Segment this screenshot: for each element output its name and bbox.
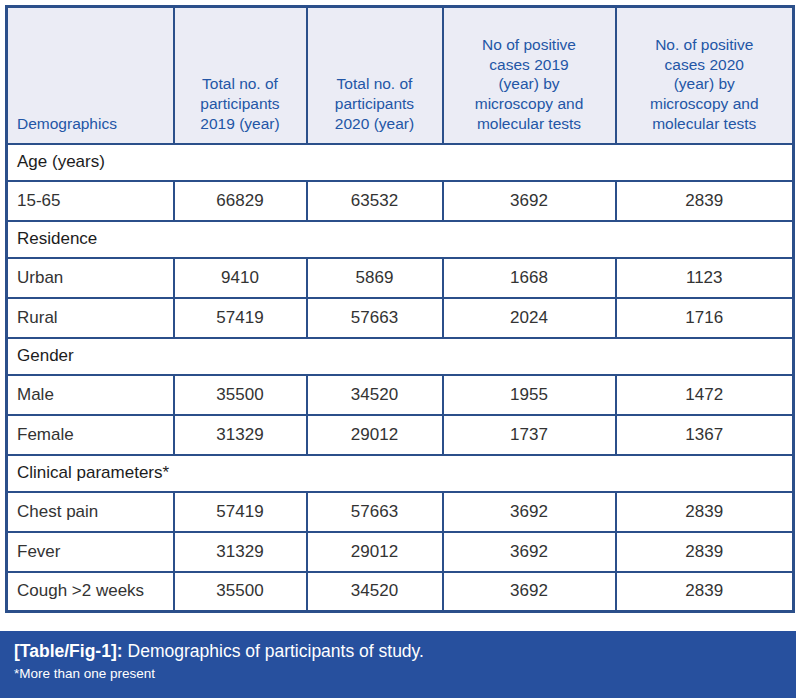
cell-value: 5869: [307, 258, 443, 298]
cell-value: 9410: [174, 258, 307, 298]
cell-value: 3692: [443, 181, 616, 221]
cell-value: 34520: [307, 572, 443, 612]
row-label: Urban: [7, 258, 174, 298]
figure-tag: [Table/Fig-1]:: [14, 641, 123, 661]
header-row: DemographicsTotal no. ofparticipants2019…: [7, 7, 794, 144]
cell-value: 3692: [443, 492, 616, 532]
row-label: 15-65: [7, 181, 174, 221]
cell-value: 2839: [616, 492, 794, 532]
row-label: Cough >2 weeks: [7, 572, 174, 612]
cell-value: 57419: [174, 492, 307, 532]
section-title: Age (years): [7, 144, 794, 181]
table-row: Chest pain574195766336922839: [7, 492, 794, 532]
caption-footnote: *More than one present: [14, 666, 782, 682]
section-row: Gender: [7, 338, 794, 375]
cell-value: 2839: [616, 532, 794, 572]
table-caption: [Table/Fig-1]:Demographics of participan…: [0, 631, 796, 698]
table-row: Female313292901217371367: [7, 415, 794, 455]
row-label: Male: [7, 375, 174, 415]
cell-value: 3692: [443, 572, 616, 612]
table-row: Fever313292901236922839: [7, 532, 794, 572]
cell-value: 31329: [174, 532, 307, 572]
cell-value: 1716: [616, 298, 794, 338]
header-cell-demographics: Demographics: [7, 7, 174, 144]
table-row: 15-65668296353236922839: [7, 181, 794, 221]
cell-value: 66829: [174, 181, 307, 221]
section-row: Age (years): [7, 144, 794, 181]
table-figure: DemographicsTotal no. ofparticipants2019…: [0, 0, 796, 698]
cell-value: 2024: [443, 298, 616, 338]
row-label: Chest pain: [7, 492, 174, 532]
table-row: Male355003452019551472: [7, 375, 794, 415]
row-label: Fever: [7, 532, 174, 572]
cell-value: 1668: [443, 258, 616, 298]
section-title: Clinical parameters*: [7, 455, 794, 492]
cell-value: 57419: [174, 298, 307, 338]
section-row: Residence: [7, 221, 794, 258]
section-row: Clinical parameters*: [7, 455, 794, 492]
header-cell-positive-cases-2019: No of positivecases 2019(year) bymicrosc…: [443, 7, 616, 144]
table-row: Cough >2 weeks355003452036922839: [7, 572, 794, 612]
cell-value: 2839: [616, 181, 794, 221]
cell-value: 57663: [307, 492, 443, 532]
row-label: Rural: [7, 298, 174, 338]
cell-value: 29012: [307, 415, 443, 455]
table-row: Urban9410586916681123: [7, 258, 794, 298]
cell-value: 1123: [616, 258, 794, 298]
row-label: Female: [7, 415, 174, 455]
cell-value: 1367: [616, 415, 794, 455]
cell-value: 29012: [307, 532, 443, 572]
cell-value: 34520: [307, 375, 443, 415]
cell-value: 35500: [174, 375, 307, 415]
cell-value: 35500: [174, 572, 307, 612]
cell-value: 1737: [443, 415, 616, 455]
caption-text: Demographics of participants of study.: [128, 641, 424, 661]
section-title: Residence: [7, 221, 794, 258]
cell-value: 31329: [174, 415, 307, 455]
caption-line: [Table/Fig-1]:Demographics of participan…: [14, 641, 782, 662]
section-title: Gender: [7, 338, 794, 375]
cell-value: 1955: [443, 375, 616, 415]
cell-value: 63532: [307, 181, 443, 221]
header-cell-total-participants-2019: Total no. ofparticipants2019 (year): [174, 7, 307, 144]
header-cell-total-participants-2020: Total no. ofparticipants2020 (year): [307, 7, 443, 144]
cell-value: 57663: [307, 298, 443, 338]
cell-value: 1472: [616, 375, 794, 415]
cell-value: 3692: [443, 532, 616, 572]
cell-value: 2839: [616, 572, 794, 612]
demographics-table: DemographicsTotal no. ofparticipants2019…: [5, 5, 795, 613]
header-cell-positive-cases-2020: No. of positivecases 2020(year) bymicros…: [616, 7, 794, 144]
table-row: Rural574195766320241716: [7, 298, 794, 338]
